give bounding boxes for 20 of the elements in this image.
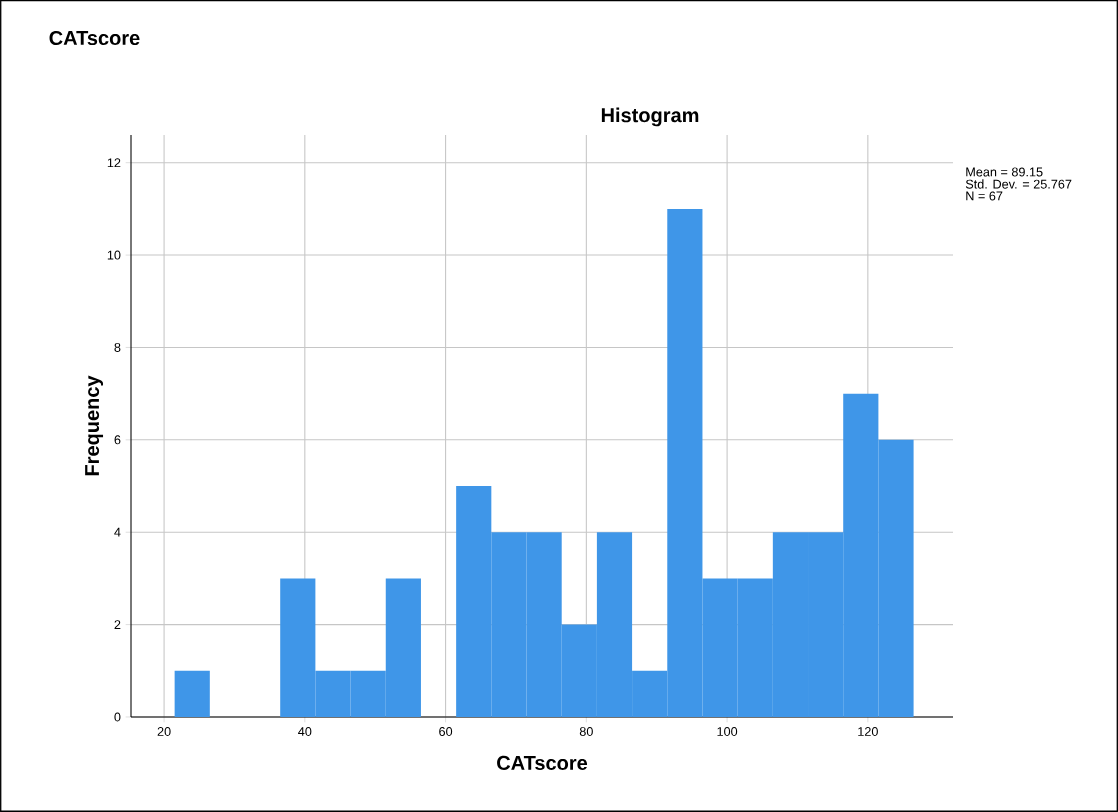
x-tick-label: 20 [157,727,171,736]
x-tick-label: 120 [858,727,878,736]
text: N = 67 [966,191,1003,201]
y-tick-label: 12 [107,158,121,168]
y-axis-title: Frequency [85,375,104,476]
x-tick-label: 100 [717,727,738,736]
y-tick-label: 6 [114,435,121,445]
x-tick-label: 40 [298,727,312,736]
chart-title: Histogram [601,107,699,127]
x-axis-title: CATscore [497,755,588,770]
x-tick-label: 60 [439,727,453,736]
x-tick-label: 80 [579,727,593,736]
y-tick-label: 8 [114,342,121,352]
y-tick-label: 10 [107,250,121,260]
text: CATscore [49,30,140,46]
y-tick-label: 2 [114,620,121,630]
y-tick-label: 4 [114,527,121,537]
y-tick-label: 0 [114,712,121,722]
text: Mean = 89.15 [966,167,1043,177]
text: Std. Dev. = 25.767 [965,179,1072,189]
